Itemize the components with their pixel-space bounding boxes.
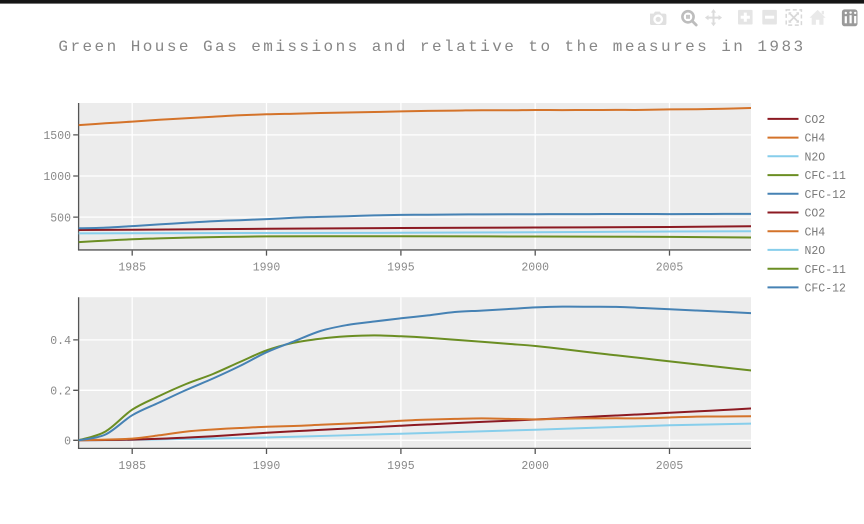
svg-text:1000: 1000 xyxy=(43,171,71,184)
svg-text:1990: 1990 xyxy=(253,262,281,275)
svg-text:500: 500 xyxy=(50,212,71,225)
svg-text:0.4: 0.4 xyxy=(50,335,71,348)
svg-text:Green House Gas emissions and: Green House Gas emissions and relative t… xyxy=(58,38,805,56)
svg-text:0.2: 0.2 xyxy=(50,385,71,398)
svg-text:1985: 1985 xyxy=(118,262,146,275)
svg-text:N2O: N2O xyxy=(805,245,826,258)
svg-text:1500: 1500 xyxy=(43,130,71,143)
svg-text:2005: 2005 xyxy=(656,262,684,275)
svg-text:CFC-12: CFC-12 xyxy=(805,283,847,296)
svg-text:CO2: CO2 xyxy=(805,114,826,127)
svg-text:CH4: CH4 xyxy=(805,133,826,146)
svg-text:CO2: CO2 xyxy=(805,208,826,221)
svg-text:CH4: CH4 xyxy=(805,226,826,239)
svg-text:N2O: N2O xyxy=(805,151,826,164)
svg-text:0: 0 xyxy=(64,435,71,448)
svg-text:1995: 1995 xyxy=(387,460,415,473)
svg-text:1990: 1990 xyxy=(253,460,281,473)
svg-text:2000: 2000 xyxy=(521,460,549,473)
svg-text:1985: 1985 xyxy=(118,460,146,473)
svg-text:2005: 2005 xyxy=(656,460,684,473)
svg-text:2000: 2000 xyxy=(521,262,549,275)
svg-text:CFC-11: CFC-11 xyxy=(805,264,847,277)
svg-text:1995: 1995 xyxy=(387,262,415,275)
svg-text:CFC-12: CFC-12 xyxy=(805,189,847,202)
svg-text:CFC-11: CFC-11 xyxy=(805,170,847,183)
